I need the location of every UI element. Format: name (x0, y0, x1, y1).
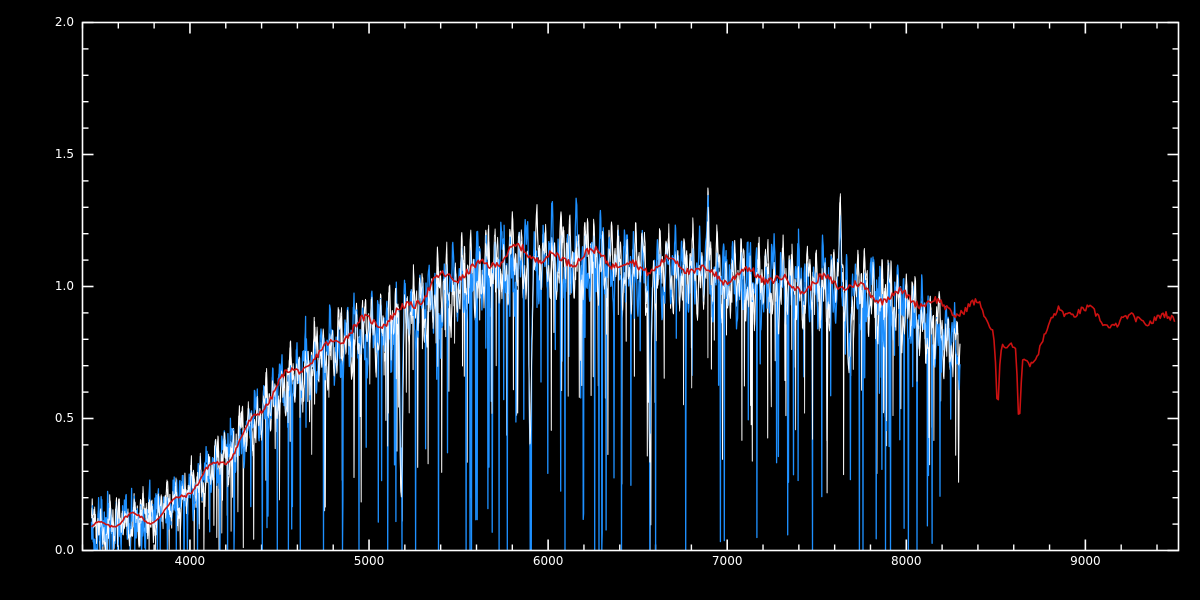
y-tick-label: 1.5 (54, 146, 74, 161)
x-tick-label: 7000 (711, 554, 743, 568)
axis-ticks (81, 21, 1179, 552)
data-series-group (90, 187, 1176, 551)
x-tick-label: 6000 (532, 554, 564, 568)
plot-frame (81, 21, 1180, 552)
y-tick-label: 1.0 (54, 278, 74, 293)
x-tick-label: 8000 (891, 554, 922, 568)
x-tick-label: 5000 (353, 554, 385, 568)
series-model-fit-red (91, 242, 1176, 528)
y-tick-label: 0.5 (54, 410, 74, 425)
y-tick-label: 2.0 (54, 14, 74, 29)
x-tick-label: 4000 (174, 554, 206, 568)
x-tick-label: 9000 (1070, 554, 1101, 568)
y-tick-label: 0.0 (54, 542, 74, 557)
